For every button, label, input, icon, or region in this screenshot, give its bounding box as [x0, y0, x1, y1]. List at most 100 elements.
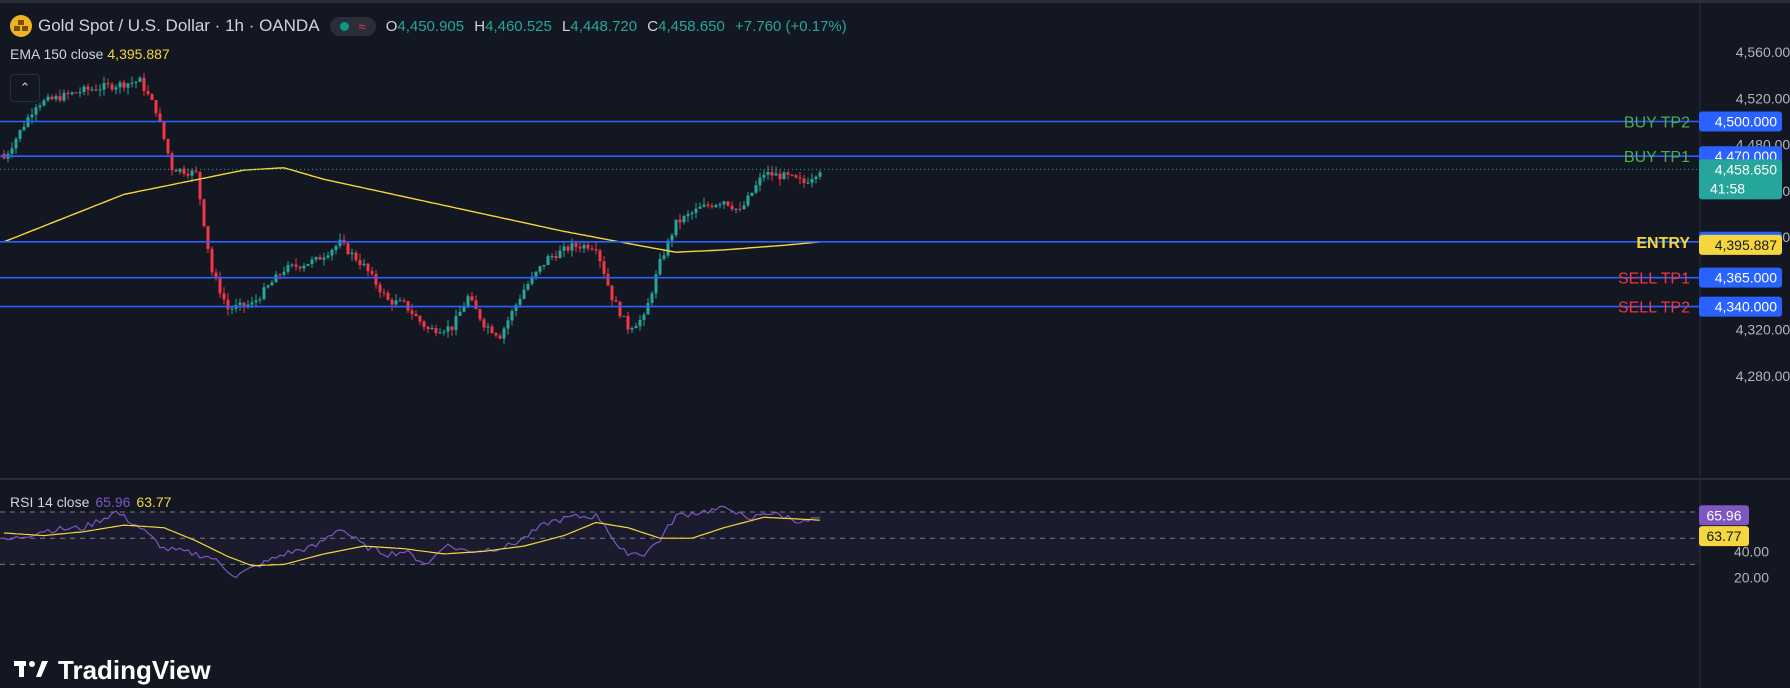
candle-body	[250, 302, 254, 305]
candle-body	[86, 86, 90, 90]
level-price-tag	[1699, 296, 1782, 317]
candle-body	[166, 138, 170, 154]
candle-body	[338, 239, 342, 246]
candle-body	[502, 328, 506, 339]
high-value: 4,460.525	[485, 17, 552, 35]
price-axis-tick: 4,520.000	[1736, 90, 1790, 106]
candle-body	[482, 319, 486, 328]
candle-body	[146, 91, 150, 95]
candle-body	[50, 96, 54, 100]
candle-body	[42, 100, 46, 106]
close-value: 4,458.650	[658, 17, 725, 35]
candle-body	[678, 219, 682, 223]
candle-body	[754, 185, 758, 193]
candle-body	[326, 255, 330, 258]
candle-body	[102, 83, 106, 90]
candle-body	[354, 252, 358, 261]
candle-body	[694, 208, 698, 213]
candle-body	[742, 205, 746, 209]
rsi-ma-value-label: 63.77	[1706, 528, 1741, 544]
candle-body	[394, 300, 398, 305]
candle-body	[734, 208, 738, 210]
candle-body	[382, 292, 386, 294]
candle-body	[190, 170, 194, 176]
candle-body	[774, 173, 778, 176]
rsi-value-label: 65.96	[1706, 507, 1741, 523]
candle-body	[798, 177, 802, 179]
candle-body	[330, 249, 334, 256]
candle-body	[238, 302, 242, 306]
last-price-label: 4,458.650	[1715, 161, 1777, 177]
candle-body	[622, 315, 626, 317]
candle-body	[206, 226, 210, 249]
ohlc-values: O4,450.905 H4,460.525 L4,448.720 C4,458.…	[386, 18, 847, 35]
pane-separator	[0, 478, 1790, 480]
candle-body	[486, 326, 490, 328]
candle-body	[378, 284, 382, 293]
candle-body	[566, 246, 570, 251]
rsi-ma-line	[3, 516, 821, 567]
candle-body	[18, 130, 22, 139]
candle-body	[106, 83, 110, 85]
candle-body	[170, 153, 174, 170]
market-status-pill[interactable]: ≈	[329, 16, 376, 36]
candle-body	[150, 94, 154, 101]
candle-body	[390, 299, 394, 305]
ema-150-line	[3, 167, 821, 253]
candle-body	[698, 206, 702, 209]
candle-body	[162, 121, 166, 139]
candle-body	[462, 306, 466, 312]
candle-body	[346, 243, 350, 255]
candle-body	[366, 263, 370, 272]
ema-price-tag	[1699, 234, 1782, 255]
candle-body	[34, 107, 38, 115]
wave-icon: ≈	[358, 18, 366, 34]
candle-body	[58, 96, 62, 101]
candle-body	[666, 240, 670, 256]
candle-body	[602, 261, 606, 274]
candle-body	[218, 277, 222, 294]
candle-body	[782, 172, 786, 180]
candle-body	[806, 182, 810, 184]
candle-body	[430, 328, 434, 330]
candle-body	[458, 311, 462, 316]
collapse-legend-button[interactable]: ⌃	[10, 74, 40, 102]
candle-body	[770, 172, 774, 176]
candle-body	[642, 314, 646, 320]
ema-legend-value: 4,395.887	[107, 46, 170, 62]
candle-body	[242, 302, 246, 307]
candle-body	[306, 263, 310, 266]
candle-body	[94, 89, 98, 91]
candle-body	[414, 313, 418, 317]
symbol-title[interactable]: Gold Spot / U.S. Dollar · 1h · OANDA	[38, 16, 320, 35]
level-label: SELL TP2	[1618, 300, 1690, 317]
tradingview-logo[interactable]: TradingView	[14, 655, 211, 686]
tradingview-mark-icon	[14, 655, 50, 686]
candle-body	[638, 319, 642, 327]
rsi-legend-label: RSI 14 close	[10, 494, 90, 510]
rsi-axis-tick: 40.00	[1734, 543, 1769, 559]
candle-body	[814, 176, 818, 180]
candle-body	[434, 328, 438, 333]
candle-body	[398, 300, 402, 302]
candle-body	[10, 148, 14, 154]
candle-body	[766, 172, 770, 175]
candle-body	[778, 173, 782, 180]
ema-legend[interactable]: EMA 150 close 4,395.887	[10, 46, 170, 62]
candle-body	[74, 92, 78, 94]
level-price-label: 4,500.000	[1715, 114, 1777, 130]
price-axis-tick: 4,320.000	[1736, 322, 1790, 338]
rsi-value-tag	[1699, 505, 1749, 526]
candle-body	[746, 195, 750, 206]
candle-body	[634, 326, 638, 329]
candle-body	[90, 89, 94, 91]
candle-body	[686, 214, 690, 217]
candle-body	[466, 296, 470, 307]
candle-body	[134, 81, 138, 83]
candle-body	[418, 316, 422, 322]
rsi-legend[interactable]: RSI 14 close 65.96 63.77	[10, 494, 171, 510]
level-price-tag	[1699, 267, 1782, 288]
candle-body	[30, 114, 34, 118]
candle-body	[302, 265, 306, 269]
